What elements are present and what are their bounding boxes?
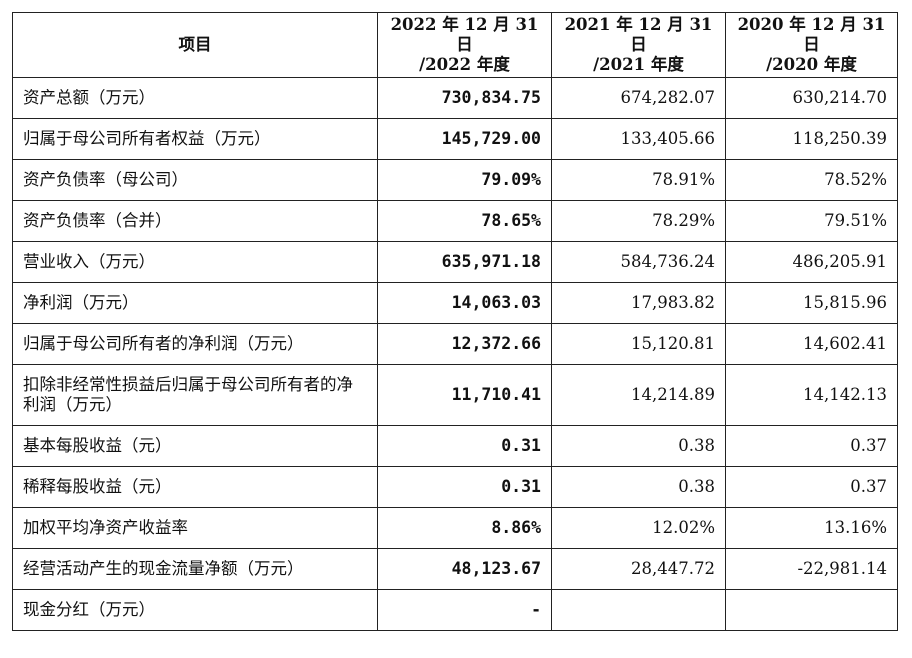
value-2021: 674,282.07 bbox=[551, 77, 726, 119]
table-row: 资产总额（万元） 730,834.75 674,282.07 630,214.7… bbox=[12, 77, 898, 119]
value-2022: 48,123.67 bbox=[377, 548, 552, 590]
value-2020: 14,602.41 bbox=[725, 323, 898, 365]
value-2022: 12,372.66 bbox=[377, 323, 552, 365]
value-2020: 0.37 bbox=[725, 425, 898, 467]
table-row: 现金分红（万元） - bbox=[12, 589, 898, 631]
table-row: 经营活动产生的现金流量净额（万元） 48,123.67 28,447.72 -2… bbox=[12, 548, 898, 590]
table-row: 资产负债率（母公司） 79.09% 78.91% 78.52% bbox=[12, 159, 898, 201]
value-2022: 78.65% bbox=[377, 200, 552, 242]
value-2020: 14,142.13 bbox=[725, 364, 898, 426]
table-row: 加权平均净资产收益率 8.86% 12.02% 13.16% bbox=[12, 507, 898, 549]
value-2022: 8.86% bbox=[377, 507, 552, 549]
financial-summary-table: 项目 2022 年 12 月 31 日 /2022 年度 2021 年 12 月… bbox=[12, 12, 898, 631]
value-2020: 630,214.70 bbox=[725, 77, 898, 119]
value-2022: 145,729.00 bbox=[377, 118, 552, 160]
row-label: 归属于母公司所有者权益（万元） bbox=[12, 118, 378, 160]
value-2021: 14,214.89 bbox=[551, 364, 726, 426]
table-row: 归属于母公司所有者的净利润（万元） 12,372.66 15,120.81 14… bbox=[12, 323, 898, 365]
row-label: 资产负债率（合并） bbox=[12, 200, 378, 242]
header-2020-line1: 2020 年 12 月 31 日 bbox=[737, 15, 886, 54]
value-2021: 0.38 bbox=[551, 425, 726, 467]
row-label: 现金分红（万元） bbox=[12, 589, 378, 631]
value-2021: 78.91% bbox=[551, 159, 726, 201]
value-2022: 0.31 bbox=[377, 466, 552, 508]
value-2020: 79.51% bbox=[725, 200, 898, 242]
header-2022-line2: /2022 年度 bbox=[419, 55, 510, 74]
value-2022: 79.09% bbox=[377, 159, 552, 201]
value-2020: 486,205.91 bbox=[725, 241, 898, 283]
row-label: 稀释每股收益（元） bbox=[12, 466, 378, 508]
row-label: 经营活动产生的现金流量净额（万元） bbox=[12, 548, 378, 590]
header-2022: 2022 年 12 月 31 日 /2022 年度 bbox=[377, 12, 552, 78]
row-label: 净利润（万元） bbox=[12, 282, 378, 324]
table-row: 基本每股收益（元） 0.31 0.38 0.37 bbox=[12, 425, 898, 467]
table-row: 净利润（万元） 14,063.03 17,983.82 15,815.96 bbox=[12, 282, 898, 324]
table-row: 扣除非经常性损益后归属于母公司所有者的净利润（万元） 11,710.41 14,… bbox=[12, 364, 898, 426]
row-label: 资产负债率（母公司） bbox=[12, 159, 378, 201]
value-2021: 0.38 bbox=[551, 466, 726, 508]
row-label: 扣除非经常性损益后归属于母公司所有者的净利润（万元） bbox=[12, 364, 378, 426]
row-label: 资产总额（万元） bbox=[12, 77, 378, 119]
value-2022: - bbox=[377, 589, 552, 631]
value-2021: 133,405.66 bbox=[551, 118, 726, 160]
value-2021: 584,736.24 bbox=[551, 241, 726, 283]
header-2021: 2021 年 12 月 31 日 /2021 年度 bbox=[551, 12, 726, 78]
header-2021-line2: /2021 年度 bbox=[593, 55, 684, 74]
value-2022: 730,834.75 bbox=[377, 77, 552, 119]
row-label: 基本每股收益（元） bbox=[12, 425, 378, 467]
table-row: 归属于母公司所有者权益（万元） 145,729.00 133,405.66 11… bbox=[12, 118, 898, 160]
value-2020: 15,815.96 bbox=[725, 282, 898, 324]
value-2021: 12.02% bbox=[551, 507, 726, 549]
row-label: 归属于母公司所有者的净利润（万元） bbox=[12, 323, 378, 365]
value-2020: 0.37 bbox=[725, 466, 898, 508]
table-row: 营业收入（万元） 635,971.18 584,736.24 486,205.9… bbox=[12, 241, 898, 283]
value-2021: 15,120.81 bbox=[551, 323, 726, 365]
value-2020: 13.16% bbox=[725, 507, 898, 549]
header-2021-line1: 2021 年 12 月 31 日 bbox=[564, 15, 713, 54]
header-2022-line1: 2022 年 12 月 31 日 bbox=[390, 15, 539, 54]
header-item: 项目 bbox=[12, 12, 378, 78]
value-2022: 14,063.03 bbox=[377, 282, 552, 324]
value-2022: 635,971.18 bbox=[377, 241, 552, 283]
value-2021: 17,983.82 bbox=[551, 282, 726, 324]
value-2022: 11,710.41 bbox=[377, 364, 552, 426]
header-row: 项目 2022 年 12 月 31 日 /2022 年度 2021 年 12 月… bbox=[12, 12, 898, 78]
value-2021: 78.29% bbox=[551, 200, 726, 242]
value-2020: 78.52% bbox=[725, 159, 898, 201]
row-label: 营业收入（万元） bbox=[12, 241, 378, 283]
value-2020 bbox=[725, 589, 898, 631]
value-2021: 28,447.72 bbox=[551, 548, 726, 590]
value-2022: 0.31 bbox=[377, 425, 552, 467]
value-2021 bbox=[551, 589, 726, 631]
value-2020: 118,250.39 bbox=[725, 118, 898, 160]
header-2020: 2020 年 12 月 31 日 /2020 年度 bbox=[725, 12, 898, 78]
row-label: 加权平均净资产收益率 bbox=[12, 507, 378, 549]
table-row: 稀释每股收益（元） 0.31 0.38 0.37 bbox=[12, 466, 898, 508]
header-2020-line2: /2020 年度 bbox=[766, 55, 857, 74]
value-2020: -22,981.14 bbox=[725, 548, 898, 590]
table-row: 资产负债率（合并） 78.65% 78.29% 79.51% bbox=[12, 200, 898, 242]
